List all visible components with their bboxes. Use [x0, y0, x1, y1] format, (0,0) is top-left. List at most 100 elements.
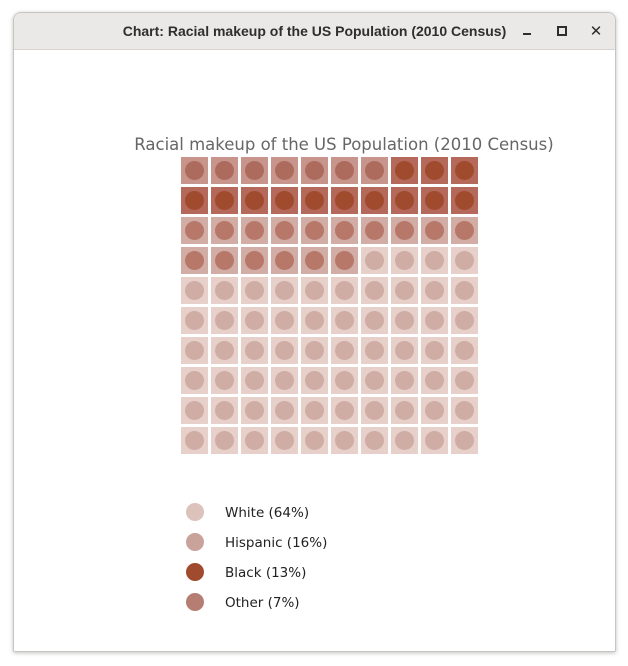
waffle-dot: [215, 281, 234, 300]
waffle-dot: [185, 341, 204, 360]
waffle-dot: [305, 401, 324, 420]
waffle-dot: [245, 371, 264, 390]
waffle-dot: [305, 341, 324, 360]
waffle-dot: [305, 311, 324, 330]
waffle-dot: [425, 161, 444, 180]
waffle-dot: [335, 281, 354, 300]
waffle-dot: [185, 401, 204, 420]
waffle-dot: [245, 281, 264, 300]
waffle-dot: [275, 251, 294, 270]
chart-title: Racial makeup of the US Population (2010…: [134, 135, 553, 154]
waffle-dot: [185, 221, 204, 240]
waffle-dot: [395, 371, 414, 390]
waffle-dot: [365, 191, 384, 210]
legend: White (64%) Hispanic (16%) Black (13%) Othe…: [186, 503, 327, 611]
waffle-dot: [215, 341, 234, 360]
waffle-dot: [395, 221, 414, 240]
waffle-dot: [305, 281, 324, 300]
waffle-dot: [335, 401, 354, 420]
waffle-dot: [185, 281, 204, 300]
waffle-dot: [455, 431, 474, 450]
waffle-dot: [185, 251, 204, 270]
waffle-dot: [365, 281, 384, 300]
waffle-dot: [365, 251, 384, 270]
waffle-dot: [455, 401, 474, 420]
waffle-dot: [395, 311, 414, 330]
close-icon: ✕: [589, 22, 603, 40]
waffle-dot: [215, 251, 234, 270]
window-title: Chart: Racial makeup of the US Populatio…: [122, 23, 507, 39]
waffle-dot: [245, 401, 264, 420]
waffle-dot: [275, 191, 294, 210]
waffle-dot: [275, 341, 294, 360]
waffle-dot: [425, 221, 444, 240]
waffle-dot: [215, 431, 234, 450]
waffle-dot: [185, 431, 204, 450]
waffle-dot: [455, 311, 474, 330]
waffle-dot: [365, 371, 384, 390]
waffle-dot: [245, 431, 264, 450]
waffle-dot: [305, 251, 324, 270]
waffle-dot: [395, 431, 414, 450]
waffle-dot: [305, 191, 324, 210]
waffle-dot: [395, 191, 414, 210]
waffle-dot: [185, 311, 204, 330]
waffle-dot: [455, 221, 474, 240]
legend-label: Other (7%): [225, 595, 300, 611]
waffle-dot: [455, 371, 474, 390]
waffle-dot: [455, 281, 474, 300]
waffle-dot: [425, 281, 444, 300]
maximize-icon: [557, 26, 567, 36]
waffle-dot: [425, 431, 444, 450]
waffle-dot: [305, 431, 324, 450]
waffle-dot: [425, 191, 444, 210]
waffle-dot: [365, 431, 384, 450]
waffle-dot: [185, 161, 204, 180]
maximize-button[interactable]: [552, 21, 572, 41]
waffle-dot: [395, 251, 414, 270]
waffle-dot: [365, 221, 384, 240]
waffle-dot: [455, 161, 474, 180]
waffle-dot: [215, 371, 234, 390]
waffle-dot: [275, 221, 294, 240]
waffle-dot: [455, 251, 474, 270]
legend-marker: [186, 533, 204, 551]
waffle-dot: [425, 311, 444, 330]
waffle-dot: [335, 221, 354, 240]
minimize-button[interactable]: [517, 21, 537, 41]
waffle-dot: [245, 341, 264, 360]
waffle-dot: [275, 431, 294, 450]
close-button[interactable]: ✕: [586, 21, 606, 41]
waffle-dot: [275, 311, 294, 330]
waffle-dot: [455, 341, 474, 360]
waffle-dot: [275, 371, 294, 390]
legend-marker: [186, 503, 204, 521]
waffle-dot: [275, 161, 294, 180]
waffle-dot: [275, 281, 294, 300]
waffle-dot: [305, 161, 324, 180]
waffle-dot: [425, 371, 444, 390]
waffle-dot: [425, 251, 444, 270]
title-bar[interactable]: Chart: Racial makeup of the US Populatio…: [14, 13, 615, 50]
legend-label: Hispanic (16%): [225, 535, 327, 551]
legend-marker: [186, 593, 204, 611]
waffle-dot: [245, 221, 264, 240]
waffle-dot: [215, 161, 234, 180]
waffle-dot: [395, 281, 414, 300]
waffle-grid: [181, 157, 478, 454]
waffle-dot: [395, 161, 414, 180]
waffle-dot: [185, 191, 204, 210]
waffle-dot: [455, 191, 474, 210]
waffle-dot: [245, 161, 264, 180]
legend-label: Black (13%): [225, 565, 306, 581]
waffle-dot: [365, 401, 384, 420]
waffle-dot: [335, 251, 354, 270]
waffle-dot: [365, 161, 384, 180]
waffle-dot: [425, 401, 444, 420]
waffle-dot: [335, 431, 354, 450]
waffle-dot: [365, 341, 384, 360]
waffle-dot: [335, 161, 354, 180]
waffle-dot: [245, 251, 264, 270]
waffle-dot: [245, 191, 264, 210]
waffle-dot: [185, 371, 204, 390]
